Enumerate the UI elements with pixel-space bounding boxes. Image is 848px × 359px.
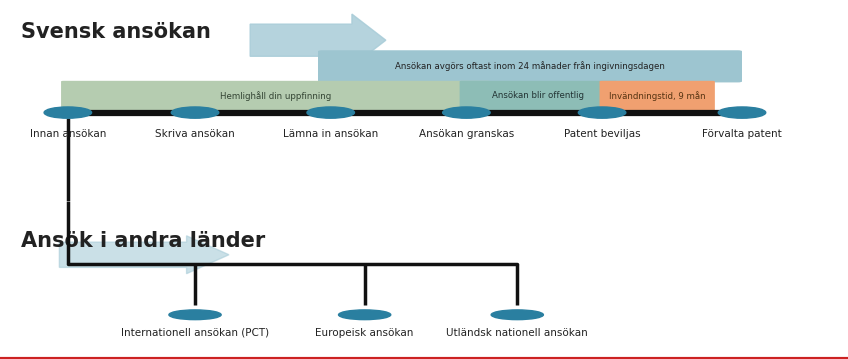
Text: Förvalta patent: Förvalta patent (702, 129, 782, 139)
Text: Lämna in ansökan: Lämna in ansökan (283, 129, 378, 139)
Text: Internationell ansökan (PCT): Internationell ansökan (PCT) (121, 327, 269, 337)
Text: Europeisk ansökan: Europeisk ansökan (315, 327, 414, 337)
FancyBboxPatch shape (600, 81, 715, 111)
Circle shape (578, 107, 626, 118)
Text: Ansökan avgörs oftast inom 24 månader från ingivningsdagen: Ansökan avgörs oftast inom 24 månader fr… (395, 61, 665, 71)
Text: Utländsk nationell ansökan: Utländsk nationell ansökan (446, 327, 589, 337)
Text: Invändningstid, 9 mån: Invändningstid, 9 mån (609, 91, 706, 101)
FancyBboxPatch shape (460, 81, 617, 111)
Circle shape (443, 107, 490, 118)
Text: Skriva ansökan: Skriva ansökan (155, 129, 235, 139)
Text: Ansök i andra länder: Ansök i andra länder (21, 230, 265, 251)
Text: Hemlighåll din uppfinning: Hemlighåll din uppfinning (220, 91, 332, 101)
FancyBboxPatch shape (61, 81, 490, 111)
Circle shape (491, 310, 544, 320)
Text: Patent beviljas: Patent beviljas (564, 129, 640, 139)
Text: Innan ansökan: Innan ansökan (30, 129, 106, 139)
Circle shape (338, 310, 391, 320)
Circle shape (44, 107, 92, 118)
Circle shape (171, 107, 219, 118)
Circle shape (718, 107, 766, 118)
Polygon shape (59, 236, 229, 274)
FancyBboxPatch shape (318, 50, 742, 83)
Text: Svensk ansökan: Svensk ansökan (21, 22, 211, 42)
Text: Ansökan granskas: Ansökan granskas (419, 129, 514, 139)
Text: Ansökan blir offentlig: Ansökan blir offentlig (493, 92, 584, 101)
Circle shape (307, 107, 354, 118)
Circle shape (169, 310, 221, 320)
Polygon shape (250, 14, 386, 66)
